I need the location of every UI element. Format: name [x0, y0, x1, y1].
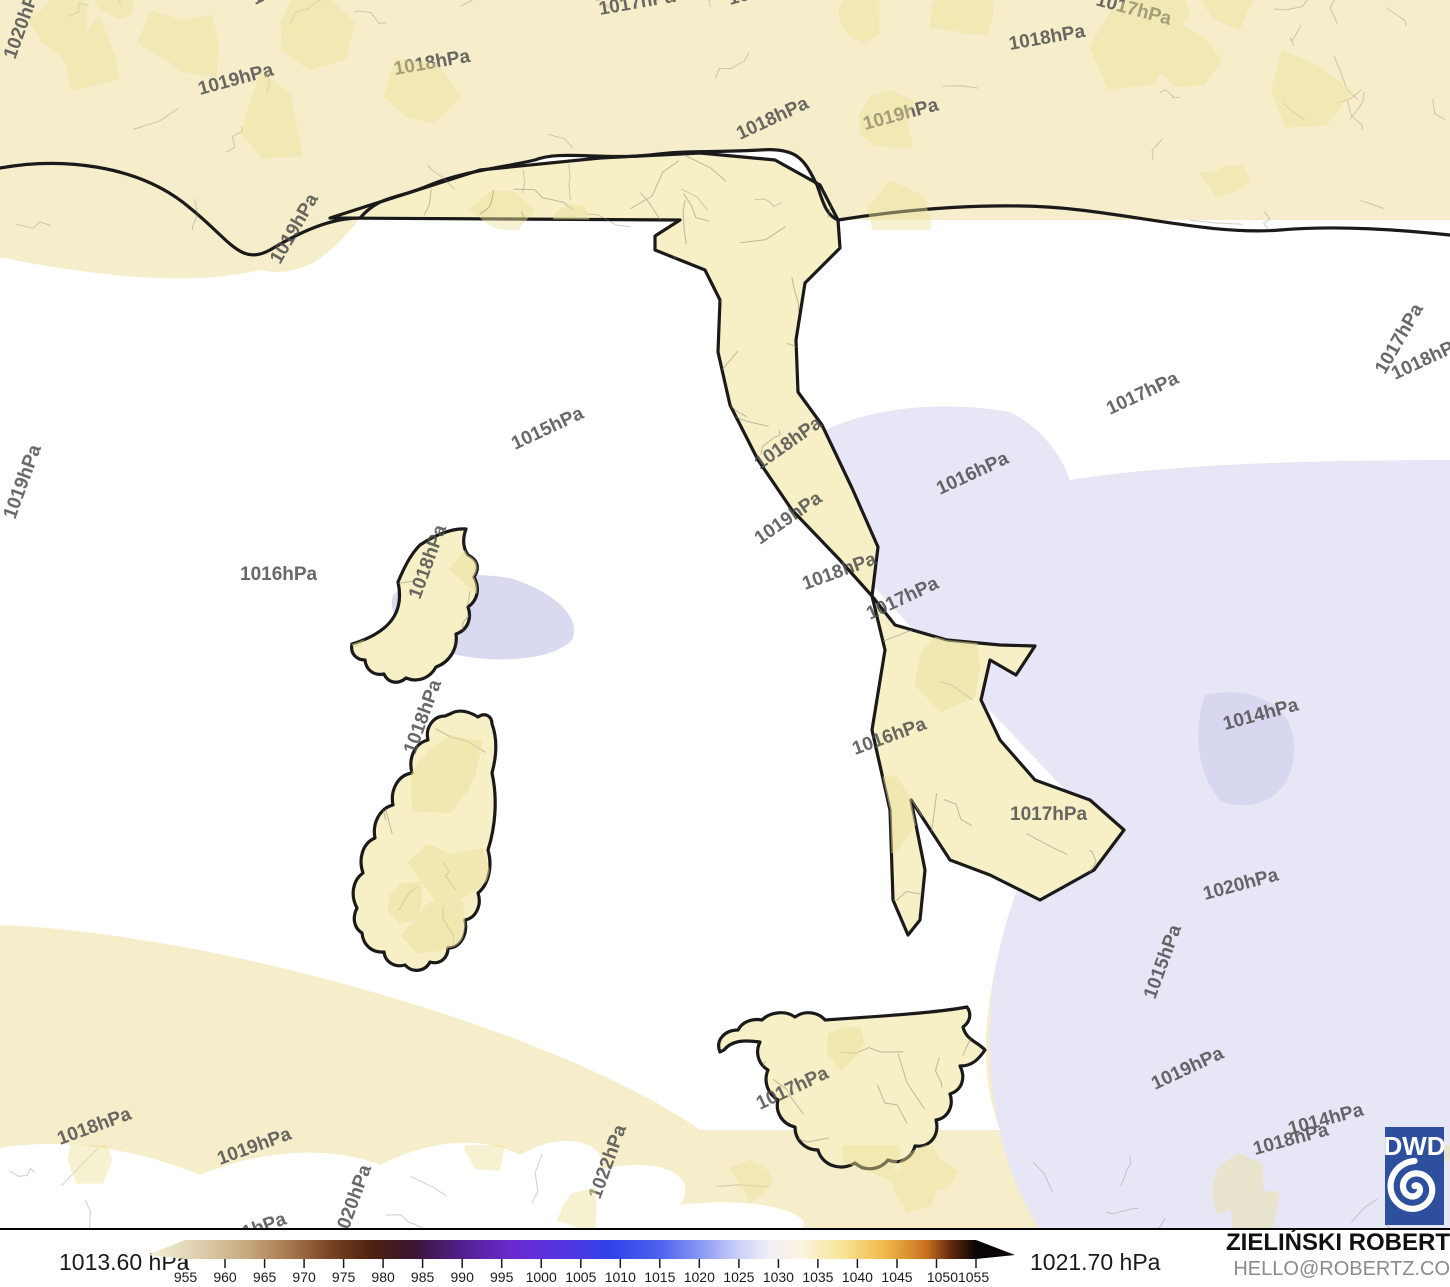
- svg-text:1025: 1025: [723, 1269, 754, 1285]
- svg-text:970: 970: [292, 1269, 316, 1285]
- svg-text:960: 960: [213, 1269, 237, 1285]
- svg-text:1035: 1035: [802, 1269, 833, 1285]
- svg-text:1021.70 hPa: 1021.70 hPa: [1030, 1249, 1161, 1275]
- svg-text:HELLO@ROBERTZ.CO: HELLO@ROBERTZ.CO: [1233, 1258, 1450, 1280]
- svg-text:1017hPa: 1017hPa: [1010, 804, 1088, 825]
- svg-text:980: 980: [371, 1269, 395, 1285]
- svg-text:1016hPa: 1016hPa: [240, 564, 318, 585]
- svg-text:1045: 1045: [881, 1269, 912, 1285]
- svg-text:ZIELIŃSKI ROBERT: ZIELIŃSKI ROBERT: [1226, 1228, 1450, 1256]
- svg-text:1015: 1015: [644, 1269, 675, 1285]
- svg-text:985: 985: [411, 1269, 435, 1285]
- svg-text:1030: 1030: [763, 1269, 794, 1285]
- svg-text:1040: 1040: [842, 1269, 873, 1285]
- svg-text:965: 965: [253, 1269, 277, 1285]
- svg-text:955: 955: [174, 1269, 198, 1285]
- svg-text:1000: 1000: [526, 1269, 557, 1285]
- svg-text:975: 975: [332, 1269, 356, 1285]
- svg-text:1010: 1010: [605, 1269, 636, 1285]
- svg-text:995: 995: [490, 1269, 514, 1285]
- svg-text:990: 990: [451, 1269, 475, 1285]
- svg-text:1005: 1005: [565, 1269, 596, 1285]
- svg-text:10501055: 10501055: [927, 1269, 990, 1285]
- svg-text:DWD: DWD: [1383, 1131, 1445, 1161]
- svg-text:1020: 1020: [684, 1269, 715, 1285]
